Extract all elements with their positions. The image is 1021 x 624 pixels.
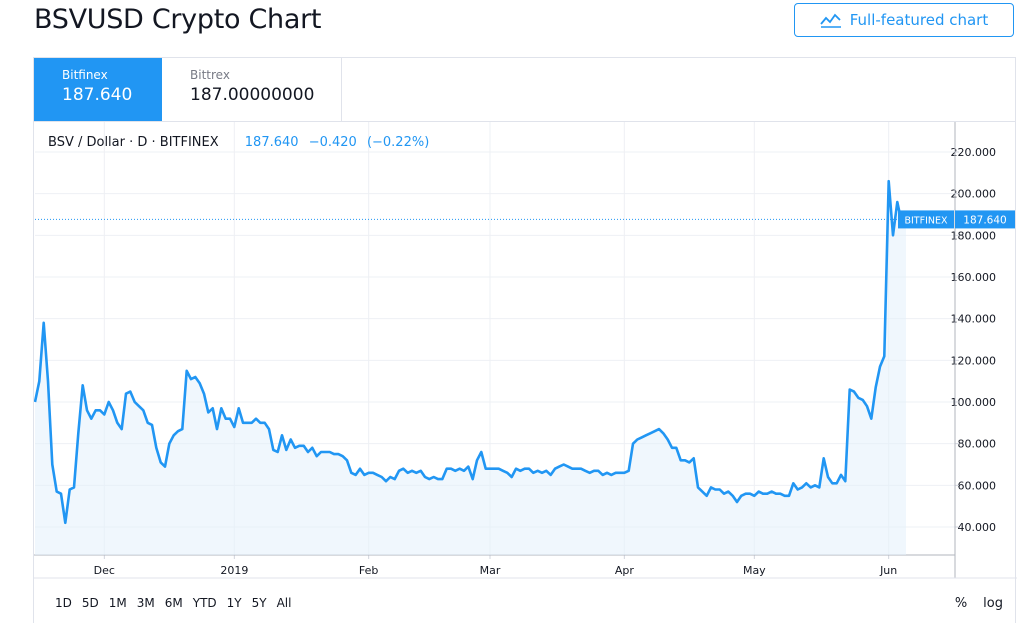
price-tag-value-bg [955, 210, 1015, 229]
percent-scale-toggle[interactable]: % [954, 596, 968, 611]
x-tick-label: May [743, 564, 766, 577]
tab-bitfinex[interactable]: Bitfinex 187.640 [34, 58, 162, 121]
price-chart[interactable]: 40.000 60.000 80.000 100.000 120.000 140.000 1… [34, 58, 1017, 624]
y-tick-label: 180.000 [951, 229, 997, 242]
price-tag-label-bg [898, 210, 954, 229]
range-1m[interactable]: 1M [108, 596, 127, 610]
y-tick-label: 160.000 [951, 271, 997, 284]
y-tick-label: 120.000 [951, 354, 997, 367]
range-6m[interactable]: 6M [164, 596, 183, 610]
y-tick-label: 220.000 [951, 146, 997, 159]
x-tick-label: Feb [359, 564, 378, 577]
x-tick-label: Dec [94, 564, 115, 577]
price-tag-value: 187.640 [963, 214, 1006, 226]
legend-change-pct: (−0.22%) [366, 135, 430, 150]
x-tick-label: Apr [615, 564, 635, 577]
chart-line-icon [820, 13, 841, 28]
y-tick-label: 200.000 [951, 188, 997, 201]
date-range-selector: 1D 5D 1M 3M 6M YTD 1Y 5Y All [50, 596, 296, 610]
tab-bittrex[interactable]: Bittrex 187.00000000 [162, 58, 342, 121]
y-tick-label: 40.000 [958, 521, 997, 534]
legend-last-price: 187.640 [244, 135, 299, 150]
page-title: BSVUSD Crypto Chart [34, 4, 322, 35]
range-all[interactable]: All [276, 596, 292, 610]
x-tick-label: 2019 [220, 564, 248, 577]
exchange-tabs: Bitfinex 187.640 Bittrex 187.00000000 [34, 58, 1015, 122]
full-featured-chart-button[interactable]: Full-featured chart [794, 3, 1014, 37]
range-1y[interactable]: 1Y [226, 596, 242, 610]
range-ytd[interactable]: YTD [192, 596, 217, 610]
series-area [35, 181, 906, 555]
series-line[interactable] [34, 179, 907, 525]
chart-widget: Bitfinex 187.640 Bittrex 187.00000000 40… [33, 57, 1017, 624]
tab-exchange-name: Bittrex [190, 68, 230, 82]
y-tick-label: 100.000 [951, 396, 997, 409]
range-5d[interactable]: 5D [81, 596, 99, 610]
tab-exchange-name: Bitfinex [62, 68, 108, 82]
range-3m[interactable]: 3M [136, 596, 155, 610]
range-5y[interactable]: 5Y [251, 596, 267, 610]
y-tick-label: 60.000 [958, 479, 997, 492]
range-1d[interactable]: 1D [55, 596, 72, 610]
legend-symbol: BSV / Dollar · D · BITFINEX [48, 135, 219, 150]
y-tick-label: 80.000 [958, 438, 997, 451]
legend-change: −0.420 [308, 135, 357, 150]
y-tick-label: 140.000 [951, 313, 997, 326]
tab-price: 187.640 [62, 85, 133, 105]
price-tag-label: BITFINEX [904, 215, 947, 226]
log-scale-toggle[interactable]: log [983, 596, 1003, 611]
chart-legend: BSV / Dollar · D · BITFINEX 187.640 −0.4… [48, 135, 435, 150]
tab-price: 187.00000000 [190, 85, 315, 105]
x-tick-label: Jun [879, 564, 897, 577]
scale-controls: % log [955, 596, 1003, 611]
full-featured-chart-label: Full-featured chart [849, 11, 989, 29]
x-tick-label: Mar [480, 564, 501, 577]
